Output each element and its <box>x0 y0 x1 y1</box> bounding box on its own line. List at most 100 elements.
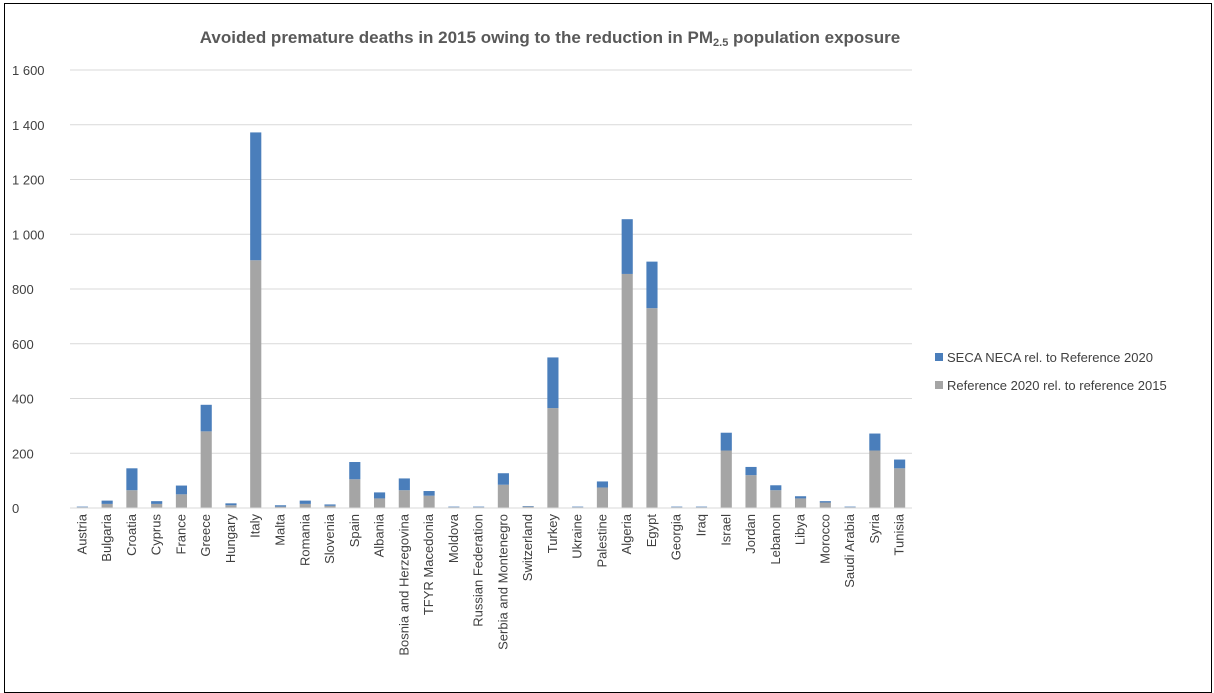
bar-seca-switzerland <box>522 506 534 507</box>
chart-title-tail: population exposure <box>728 28 901 47</box>
bar-reference-lebanon <box>770 490 782 508</box>
y-tick-label: 0 <box>12 501 19 516</box>
bar-seca-bosnia-and-herzegovina <box>398 478 410 491</box>
y-tick-label: 600 <box>12 337 34 352</box>
x-tick-label: Slovenia <box>322 513 337 564</box>
x-tick-label: Croatia <box>124 513 139 556</box>
x-tick-label: Albania <box>372 513 387 557</box>
bar-seca-malta <box>274 505 287 507</box>
y-tick-label: 1 400 <box>12 118 45 133</box>
x-tick-label: Cyprus <box>149 514 164 556</box>
x-tick-label: Syria <box>867 513 882 543</box>
legend-swatch-reference <box>935 381 943 389</box>
bar-seca-italy <box>250 132 262 261</box>
legend: SECA NECA rel. to Reference 2020 Referen… <box>935 343 1167 399</box>
gridlines <box>70 69 912 454</box>
bar-seca-syria <box>869 433 881 451</box>
y-tick-label: 200 <box>12 446 34 461</box>
bar-seca-france <box>175 485 188 495</box>
bar-reference-egypt <box>646 308 658 508</box>
x-tick-label: Jordan <box>743 514 758 554</box>
x-tick-label: Libya <box>793 513 808 545</box>
bar-seca-morocco <box>819 501 831 503</box>
bar-reference-jordan <box>745 475 757 508</box>
bar-seca-algeria <box>621 219 633 274</box>
bar-reference-bosnia-and-herzegovina <box>398 490 410 508</box>
bar-seca-bulgaria <box>101 500 113 504</box>
bar-reference-hungary <box>225 505 237 508</box>
bar-seca-lebanon <box>770 485 782 491</box>
bar-reference-france <box>175 494 188 508</box>
bar-reference-switzerland <box>522 506 534 508</box>
y-tick-label: 1 200 <box>12 173 45 188</box>
x-tick-label: Iraq <box>694 514 709 536</box>
x-tick-label: Israel <box>718 514 733 546</box>
bar-reference-croatia <box>126 490 138 508</box>
x-tick-label: Palestine <box>594 514 609 567</box>
x-tick-label: Serbia and Montenegro <box>495 514 510 650</box>
bar-reference-slovenia <box>324 505 336 508</box>
bar-seca-serbia-and-montenegro <box>497 473 509 485</box>
bar-seca-albania <box>373 492 386 499</box>
bar-seca-slovenia <box>324 504 336 506</box>
y-tick-label: 1 000 <box>12 227 45 242</box>
bar-seca-ukraine <box>572 506 584 508</box>
bar-seca-jordan <box>745 466 757 476</box>
bar-seca-spain <box>349 462 361 480</box>
legend-label-reference: Reference 2020 rel. to reference 2015 <box>947 377 1167 393</box>
x-tick-label: Moldova <box>446 513 461 563</box>
legend-item-reference: Reference 2020 rel. to reference 2015 <box>935 371 1167 399</box>
x-tick-label: Austria <box>74 513 89 554</box>
x-tick-label: Ukraine <box>570 514 585 559</box>
x-tick-label: TFYR Macedonia <box>421 513 436 615</box>
bar-seca-georgia <box>671 506 683 508</box>
x-tick-label: Hungary <box>223 514 238 564</box>
x-tick-label: Tunisia <box>892 513 907 555</box>
bar-seca-tfyr-macedonia <box>423 491 435 496</box>
bar-seca-croatia <box>126 468 138 491</box>
x-tick-label: Italy <box>248 514 263 538</box>
x-tick-label: Algeria <box>619 513 634 554</box>
legend-item-seca: SECA NECA rel. to Reference 2020 <box>935 343 1167 371</box>
bar-seca-romania <box>299 500 311 504</box>
bar-seca-cyprus <box>151 501 163 504</box>
bar-reference-bulgaria <box>101 503 113 508</box>
bar-reference-cyprus <box>151 503 163 508</box>
bars <box>76 132 906 508</box>
chart-title-main: Avoided premature deaths in 2015 owing t… <box>199 28 714 47</box>
bar-seca-hungary <box>225 503 237 506</box>
bar-reference-libya <box>794 498 807 508</box>
bar-seca-moldova <box>448 506 460 508</box>
bar-seca-israel <box>720 432 732 451</box>
x-tick-label: Georgia <box>669 513 684 560</box>
bar-reference-algeria <box>621 273 633 508</box>
x-tick-label: Turkey <box>545 514 560 554</box>
y-tick-label: 400 <box>12 392 34 407</box>
bar-seca-turkey <box>547 357 559 409</box>
bar-seca-palestine <box>596 481 609 488</box>
bar-reference-italy <box>250 260 262 508</box>
bar-seca-libya <box>794 496 807 499</box>
x-tick-label: Saudi Arabia <box>842 513 857 587</box>
legend-label-seca: SECA NECA rel. to Reference 2020 <box>947 349 1153 365</box>
bar-reference-palestine <box>596 487 609 508</box>
x-tick-label: Malta <box>273 513 288 546</box>
bar-seca-russian-federation <box>473 506 485 508</box>
x-tick-label: Bulgaria <box>99 513 114 561</box>
x-tick-label: France <box>173 514 188 554</box>
x-tick-label: Morocco <box>817 514 832 564</box>
bar-reference-tunisia <box>894 468 906 508</box>
y-tick-label: 800 <box>12 282 34 297</box>
bar-reference-morocco <box>819 502 831 508</box>
x-tick-label: Egypt <box>644 514 659 548</box>
bar-reference-serbia-and-montenegro <box>497 484 509 508</box>
bar-reference-tfyr-macedonia <box>423 495 435 508</box>
bar-reference-malta <box>274 506 287 508</box>
bar-reference-spain <box>349 479 361 508</box>
y-axis-tick-labels: 0 200 400 600 800 1 000 1 200 1 400 1 600 <box>12 63 45 516</box>
bar-seca-iraq <box>695 506 708 508</box>
bar-reference-turkey <box>547 408 559 508</box>
bar-seca-saudi-arabia <box>844 506 856 508</box>
bar-reference-israel <box>720 450 732 508</box>
x-tick-label: Greece <box>198 514 213 557</box>
